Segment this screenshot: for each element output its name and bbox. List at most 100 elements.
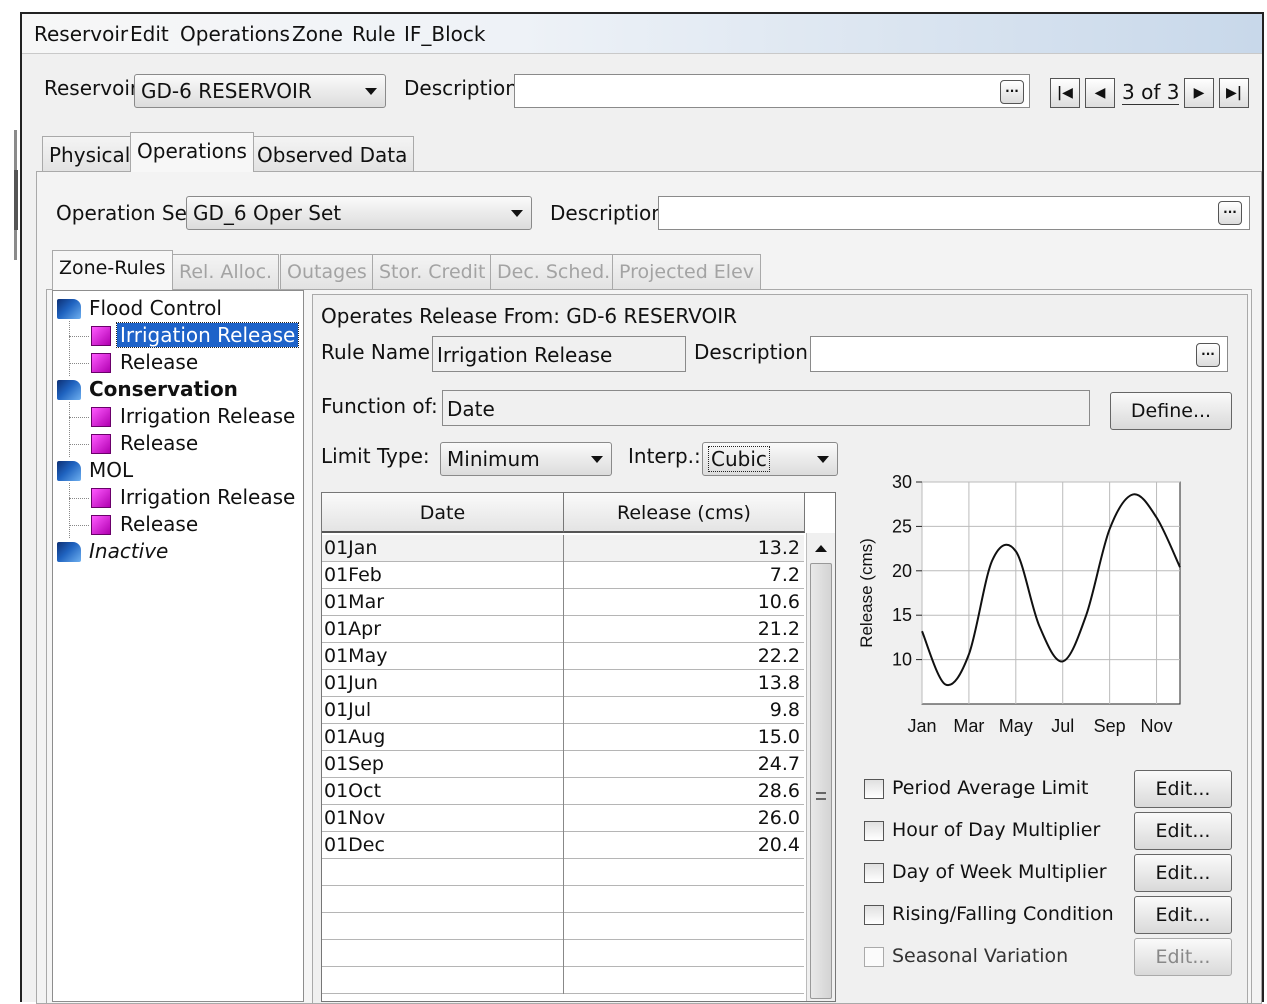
menu-zone[interactable]: Zone [292, 22, 343, 46]
release-cell[interactable]: 10.6 [757, 591, 800, 613]
subtab-projected-elev[interactable]: Projected Elev [612, 254, 762, 290]
rule-description-edit-button[interactable]: ... [1196, 343, 1220, 367]
date-cell[interactable]: 01Aug [324, 726, 386, 748]
tree-zone-conservation[interactable]: Conservation [89, 377, 238, 401]
table-row[interactable]: 01Nov 26.0 [322, 805, 804, 832]
column-header-release[interactable]: Release (cms) [564, 493, 805, 533]
release-cell[interactable]: 15.0 [757, 726, 800, 748]
release-cell[interactable]: 20.4 [757, 834, 800, 856]
option-edit-button[interactable]: Edit... [1134, 938, 1232, 976]
table-row[interactable] [322, 940, 804, 967]
table-row[interactable]: 01Dec 20.4 [322, 832, 804, 859]
tab-physical[interactable]: Physical [42, 136, 138, 172]
table-row[interactable] [322, 886, 804, 913]
nav-next-button[interactable]: ▶ [1184, 78, 1214, 108]
reservoir-select[interactable]: GD-6 RESERVOIR [134, 74, 386, 108]
release-cell[interactable]: 21.2 [757, 618, 800, 640]
table-row[interactable]: 01Sep 24.7 [322, 751, 804, 778]
date-cell[interactable]: 01Sep [324, 753, 384, 775]
scrollbar-thumb[interactable] [810, 563, 832, 999]
column-header-date[interactable]: Date [322, 493, 564, 533]
table-row[interactable]: 01Jun 13.8 [322, 670, 804, 697]
release-cell[interactable]: 26.0 [757, 807, 800, 829]
reservoir-description-edit-button[interactable]: ... [1000, 80, 1024, 104]
rule-name-field[interactable]: Irrigation Release [432, 336, 686, 372]
nav-prev-button[interactable]: ◀ [1085, 78, 1115, 108]
date-cell[interactable]: 01Jun [324, 672, 378, 694]
rule-description-field[interactable] [810, 336, 1228, 372]
menu-edit[interactable]: Edit [130, 22, 169, 46]
operation-set-select[interactable]: GD_6 Oper Set [186, 196, 532, 230]
subtab-outages[interactable]: Outages [280, 254, 374, 290]
table-row[interactable]: 01Jul 9.8 [322, 697, 804, 724]
menu-reservoir[interactable]: Reservoir [34, 22, 129, 46]
tree-rule-irrigation-release-mol[interactable]: Irrigation Release [120, 485, 296, 509]
option-checkbox[interactable] [864, 863, 884, 883]
table-row[interactable]: 01Jan 13.2 [322, 535, 804, 562]
table-row[interactable] [322, 859, 804, 886]
table-row[interactable] [322, 967, 804, 994]
tree-rule-release-mol[interactable]: Release [120, 512, 199, 536]
define-button[interactable]: Define... [1110, 392, 1232, 430]
interp-select[interactable]: Cubic [702, 442, 838, 476]
option-edit-button[interactable]: Edit... [1134, 770, 1232, 808]
table-row[interactable]: 01Oct 28.6 [322, 778, 804, 805]
subtab-dec-sched[interactable]: Dec. Sched. [490, 254, 618, 290]
tree-zone-mol[interactable]: MOL [89, 458, 134, 482]
x-tick-label: May [999, 716, 1033, 736]
option-checkbox[interactable] [864, 779, 884, 799]
date-cell[interactable]: 01Oct [324, 780, 382, 802]
tab-observed-data[interactable]: Observed Data [250, 136, 415, 172]
table-row[interactable]: 01Aug 15.0 [322, 724, 804, 751]
release-cell[interactable]: 22.2 [757, 645, 800, 667]
release-cell[interactable]: 24.7 [757, 753, 800, 775]
table-row[interactable]: 01May 22.2 [322, 643, 804, 670]
table-scrollbar[interactable] [806, 533, 835, 1001]
menu-operations[interactable]: Operations [180, 22, 290, 46]
release-cell[interactable]: 13.2 [757, 537, 800, 559]
nav-last-button[interactable]: ▶| [1219, 78, 1249, 108]
menu-if-block[interactable]: IF_Block [404, 22, 486, 46]
option-checkbox[interactable] [864, 947, 884, 967]
menu-rule[interactable]: Rule [352, 22, 396, 46]
tree-rule-release-flood[interactable]: Release [120, 350, 199, 374]
release-table[interactable]: Date Release (cms) 01Jan 13.2 01Feb 7.2 01Ma… [321, 492, 836, 1002]
operation-set-description-field[interactable] [658, 196, 1250, 230]
date-cell[interactable]: 01Nov [324, 807, 386, 829]
option-edit-button[interactable]: Edit... [1134, 854, 1232, 892]
tree-zone-inactive[interactable]: Inactive [89, 539, 169, 563]
table-row[interactable]: 01Feb 7.2 [322, 562, 804, 589]
release-cell[interactable]: 13.8 [757, 672, 800, 694]
tree-rule-irrigation-release-flood[interactable]: Irrigation Release [115, 322, 300, 348]
option-checkbox[interactable] [864, 905, 884, 925]
option-edit-button[interactable]: Edit... [1134, 812, 1232, 850]
subtab-stor-credit[interactable]: Stor. Credit [372, 254, 493, 290]
reservoir-description-field[interactable] [514, 74, 1030, 108]
release-cell[interactable]: 28.6 [757, 780, 800, 802]
tree-zone-flood-control[interactable]: Flood Control [89, 296, 222, 320]
zone-rule-tree[interactable]: Flood Control Irrigation Release Release… [52, 290, 304, 1002]
operation-set-description-edit-button[interactable]: ... [1218, 201, 1242, 225]
date-cell[interactable]: 01May [324, 645, 388, 667]
table-row[interactable] [322, 913, 804, 940]
date-cell[interactable]: 01Apr [324, 618, 382, 640]
date-cell[interactable]: 01Mar [324, 591, 385, 613]
function-of-field[interactable]: Date [442, 390, 1090, 426]
option-checkbox[interactable] [864, 821, 884, 841]
tree-rule-irrigation-release-conservation[interactable]: Irrigation Release [120, 404, 296, 428]
nav-first-button[interactable]: |◀ [1050, 78, 1080, 108]
table-row[interactable]: 01Apr 21.2 [322, 616, 804, 643]
tree-rule-release-conservation[interactable]: Release [120, 431, 199, 455]
release-cell[interactable]: 7.2 [769, 564, 800, 586]
limit-type-select[interactable]: Minimum [440, 442, 612, 476]
release-cell[interactable]: 9.8 [769, 699, 800, 721]
date-cell[interactable]: 01Jan [324, 537, 378, 559]
tab-operations[interactable]: Operations [130, 132, 254, 172]
date-cell[interactable]: 01Dec [324, 834, 385, 856]
subtab-rel-alloc[interactable]: Rel. Alloc. [172, 254, 280, 290]
table-row[interactable]: 01Mar 10.6 [322, 589, 804, 616]
option-edit-button[interactable]: Edit... [1134, 896, 1232, 934]
date-cell[interactable]: 01Feb [324, 564, 382, 586]
date-cell[interactable]: 01Jul [324, 699, 372, 721]
subtab-zone-rules[interactable]: Zone-Rules [52, 250, 173, 290]
